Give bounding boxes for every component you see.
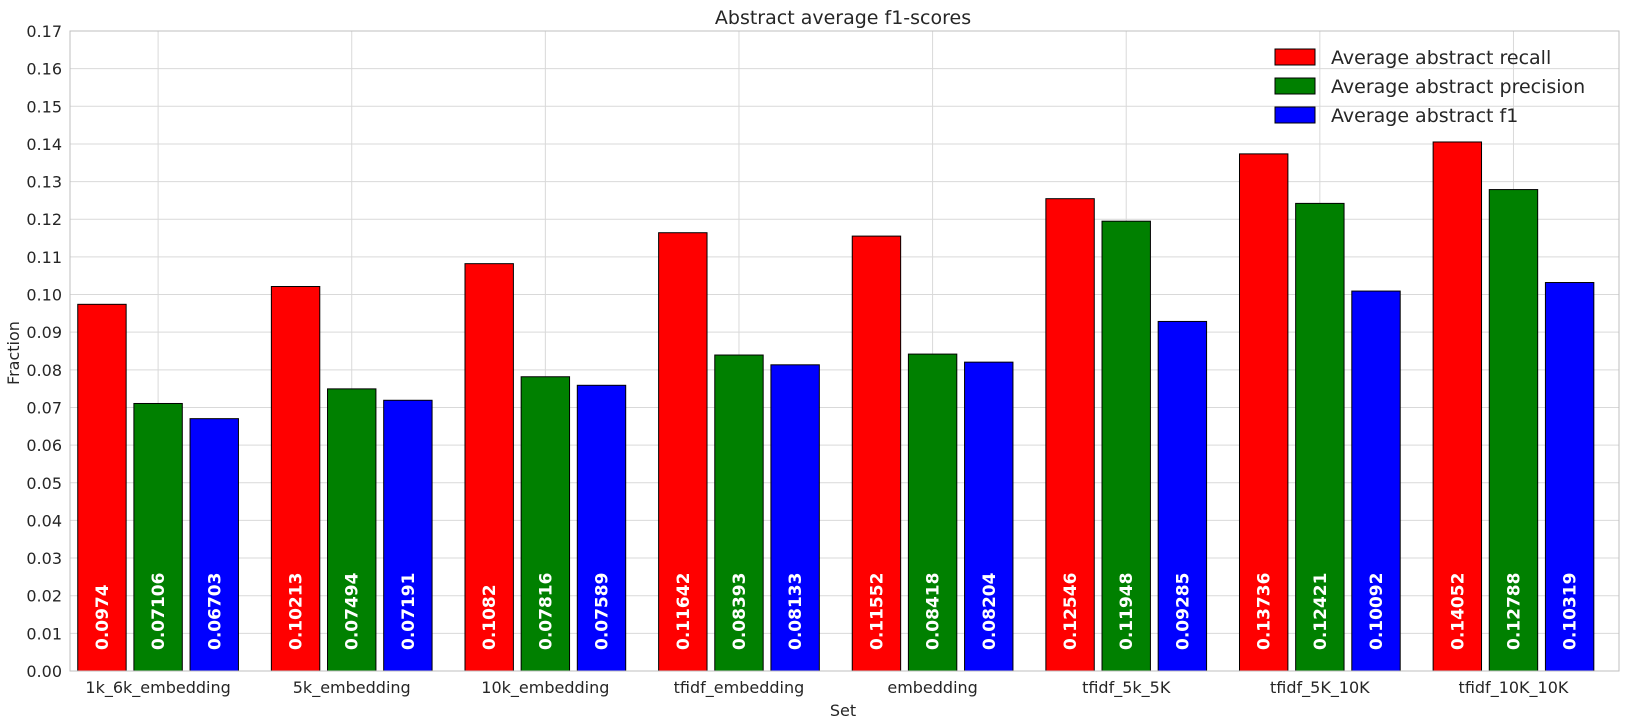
data-label: 0.12546 <box>1061 573 1081 650</box>
y-tick-label: 0.03 <box>26 549 62 568</box>
y-tick-label: 0.10 <box>26 286 62 305</box>
data-label: 0.07191 <box>399 573 419 650</box>
data-label: 0.08418 <box>924 573 944 650</box>
bar <box>464 263 514 672</box>
data-label: 0.08133 <box>786 573 806 650</box>
data-label: 0.12788 <box>1504 573 1524 650</box>
bar <box>1544 282 1595 672</box>
legend-label: Average abstract f1 <box>1331 105 1518 127</box>
bar <box>964 361 1014 672</box>
bar <box>1238 153 1289 672</box>
y-tick-label: 0.07 <box>26 398 62 417</box>
y-tick-label: 0.16 <box>26 60 62 79</box>
bar <box>1432 141 1483 672</box>
x-tick-label: embedding <box>887 678 977 697</box>
bar <box>907 353 958 672</box>
bar <box>1101 220 1151 672</box>
bar <box>714 354 764 672</box>
bars-group: 0.0974 0.07106 0.06703 0.10213 0.07494 0.0719… <box>77 141 1595 672</box>
chart-title: Abstract average f1-scores <box>715 7 971 29</box>
data-label: 0.07494 <box>343 572 363 650</box>
x-tick-label: tfidf_10K_10K <box>1459 678 1569 698</box>
data-label: 0.09285 <box>1173 573 1193 650</box>
bar <box>520 376 571 672</box>
data-label: 0.07589 <box>593 573 613 650</box>
bar <box>383 399 433 672</box>
data-label: 0.10319 <box>1561 573 1581 650</box>
data-label: 0.11948 <box>1117 573 1137 650</box>
legend: Average abstract recall Average abstract … <box>1274 47 1585 127</box>
y-tick-label: 0.02 <box>26 587 62 606</box>
x-tick-label: tfidf_embedding <box>674 678 805 698</box>
data-label: 0.12421 <box>1311 573 1331 650</box>
y-tick-label: 0.14 <box>26 135 62 154</box>
bar <box>1295 202 1345 672</box>
data-label: 0.14052 <box>1448 573 1468 650</box>
data-label: 0.07106 <box>149 573 169 650</box>
y-tick-label: 0.08 <box>26 361 62 380</box>
data-label: 0.0974 <box>93 584 113 650</box>
x-axis-ticks: 1k_6k_embedding 5k_embedding 10k_embedding… <box>85 678 1568 698</box>
y-tick-label: 0.13 <box>26 173 62 192</box>
y-axis-label: Fraction <box>4 321 23 385</box>
legend-swatch <box>1274 106 1316 124</box>
bar <box>1045 198 1095 672</box>
legend-swatch <box>1274 77 1316 95</box>
bar <box>576 384 627 672</box>
y-tick-label: 0.00 <box>26 662 62 681</box>
x-tick-label: 1k_6k_embedding <box>85 678 230 698</box>
legend-label: Average abstract precision <box>1331 76 1585 98</box>
legend-swatch <box>1274 48 1316 66</box>
bar <box>1351 290 1401 672</box>
bar <box>770 364 820 672</box>
bar <box>1488 189 1539 672</box>
y-tick-label: 0.11 <box>26 248 62 267</box>
x-tick-label: tfidf_5k_5K <box>1082 678 1171 698</box>
y-tick-label: 0.15 <box>26 97 62 116</box>
data-label: 0.08393 <box>730 573 750 650</box>
data-label: 0.11642 <box>674 573 694 650</box>
data-label: 0.08204 <box>980 572 1000 650</box>
data-label: 0.06703 <box>205 573 225 650</box>
bar <box>851 235 902 672</box>
y-tick-label: 0.17 <box>26 22 62 41</box>
y-tick-label: 0.09 <box>26 323 62 342</box>
y-axis-ticks: 0.00 0.01 0.02 0.03 0.04 0.05 0.06 0.07 0.08 0.09… <box>26 22 62 681</box>
legend-label: Average abstract recall <box>1331 47 1551 69</box>
x-axis-label: Set <box>830 701 856 720</box>
bar <box>270 286 321 672</box>
y-tick-label: 0.05 <box>26 474 62 493</box>
data-label: 0.1082 <box>480 584 500 650</box>
y-tick-label: 0.12 <box>26 210 62 229</box>
bar <box>658 232 708 672</box>
data-label: 0.11552 <box>867 573 887 650</box>
x-tick-label: tfidf_5K_10K <box>1270 678 1370 698</box>
bar <box>133 402 183 672</box>
data-label: 0.13736 <box>1255 573 1275 650</box>
bar <box>327 388 377 672</box>
x-tick-label: 5k_embedding <box>293 678 411 698</box>
data-label: 0.10213 <box>287 573 307 650</box>
data-label: 0.07816 <box>536 573 556 650</box>
y-tick-label: 0.01 <box>26 624 62 643</box>
data-label: 0.10092 <box>1367 573 1387 650</box>
plot-frame <box>69 30 1620 672</box>
x-tick-label: 10k_embedding <box>481 678 609 698</box>
y-tick-label: 0.04 <box>26 511 62 530</box>
bar <box>1157 320 1208 672</box>
y-tick-label: 0.06 <box>26 436 62 455</box>
